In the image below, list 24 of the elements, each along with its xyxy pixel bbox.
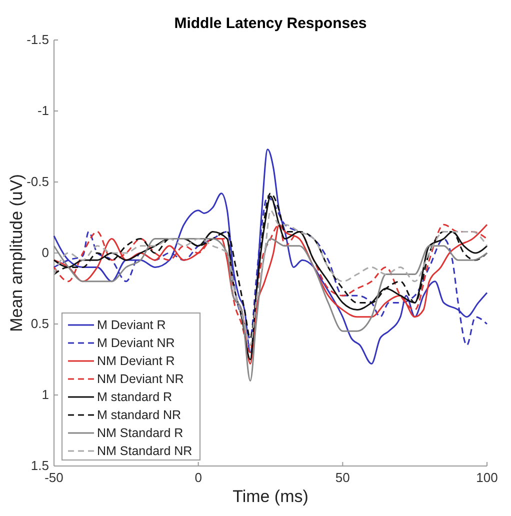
y-tick-label: -1.5	[26, 32, 49, 47]
legend-label: M Deviant NR	[97, 336, 175, 350]
x-tick-label: -50	[44, 470, 64, 485]
legend-label: M standard NR	[97, 408, 182, 422]
legend-label: M Deviant R	[97, 318, 166, 332]
legend-label: NM Deviant NR	[97, 372, 184, 386]
x-tick-label: 0	[194, 470, 202, 485]
x-axis-title: Time (ms)	[232, 487, 308, 506]
y-tick-label: -0.5	[26, 174, 49, 189]
legend-label: NM Standard R	[97, 426, 184, 440]
line-series	[53, 148, 488, 365]
y-tick-label: 0	[42, 245, 49, 260]
line-series	[53, 238, 488, 382]
chart-title: Middle Latency Responses	[174, 15, 367, 32]
legend-label: NM Standard NR	[97, 444, 192, 458]
legend-label: M standard R	[97, 390, 172, 404]
y-axis-title: Mean amplitude (uV)	[7, 174, 26, 332]
x-tick-label: 100	[476, 470, 498, 485]
legend-label: NM Deviant R	[97, 354, 175, 368]
y-tick-label: 0.5	[30, 316, 49, 331]
y-tick-label: -1	[37, 103, 49, 118]
y-tick-label: 1.5	[30, 458, 49, 473]
y-tick-label: 1	[42, 387, 49, 402]
x-tick-label: 50	[335, 470, 350, 485]
